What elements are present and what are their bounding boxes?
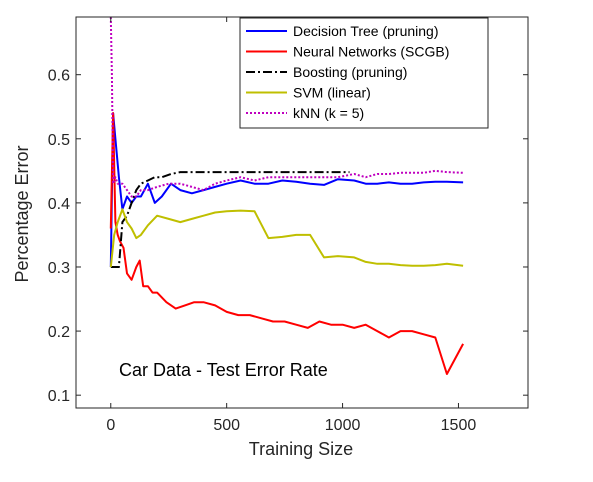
x-tick-label: 1500 bbox=[441, 417, 477, 434]
series-line-4 bbox=[109, 208, 464, 268]
x-tick-label: 1000 bbox=[325, 417, 361, 434]
legend-entry: SVM (linear) bbox=[293, 85, 371, 101]
plot-frame bbox=[75, 16, 529, 409]
legend-entry: Decision Tree (pruning) bbox=[293, 23, 439, 39]
y-tick-label: 0.4 bbox=[48, 196, 70, 213]
x-axis-label: Training Size bbox=[249, 439, 353, 459]
x-tick-label: 500 bbox=[213, 417, 240, 434]
y-tick-label: 0.6 bbox=[48, 68, 70, 85]
y-tick-label: 0.5 bbox=[48, 132, 70, 149]
series-line-5 bbox=[109, 16, 464, 198]
y-axis-ticks: 0.1 0.2 0.3 0.4 0.5 0.6 bbox=[48, 68, 528, 405]
y-tick-label: 0.1 bbox=[48, 388, 70, 405]
legend: Decision Tree (pruning) Neural Networks (… bbox=[239, 17, 489, 129]
legend-entry: Neural Networks (SCGB) bbox=[293, 44, 449, 60]
legend-entry: kNN (k = 5) bbox=[293, 105, 364, 121]
y-tick-label: 0.2 bbox=[48, 324, 70, 341]
series-line-1 bbox=[109, 112, 464, 268]
y-axis-label: Percentage Error bbox=[12, 145, 32, 282]
series-line-3 bbox=[110, 171, 350, 268]
chart-annotation: Car Data - Test Error Rate bbox=[119, 360, 328, 380]
series-line-2 bbox=[109, 112, 464, 375]
legend-entry: Boosting (pruning) bbox=[293, 64, 407, 80]
series-layer bbox=[109, 16, 464, 375]
x-tick-label: 0 bbox=[106, 417, 115, 434]
y-tick-label: 0.3 bbox=[48, 260, 70, 277]
